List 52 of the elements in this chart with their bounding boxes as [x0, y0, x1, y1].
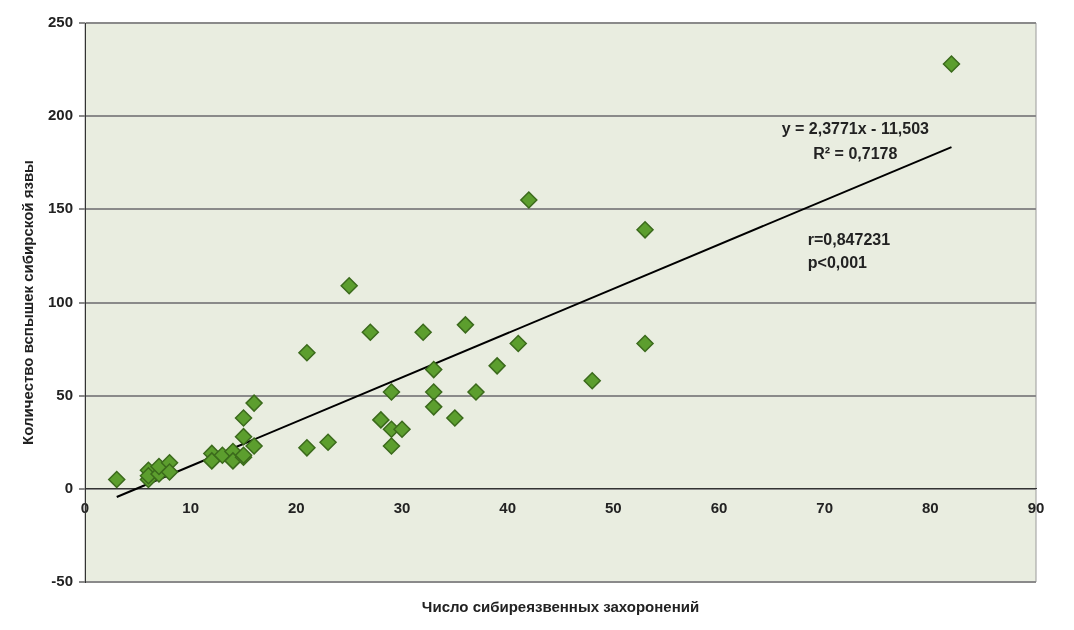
point	[456, 316, 475, 334]
annotation: R² = 0,7178	[813, 144, 898, 162]
point	[382, 383, 401, 401]
point	[446, 409, 464, 427]
x-tick-label: 40	[499, 498, 517, 516]
point	[414, 323, 432, 342]
y-tick-label: 150	[48, 199, 74, 217]
point	[245, 437, 263, 455]
point	[361, 323, 380, 342]
x-tick-label: 80	[921, 498, 939, 516]
x-tick-label: 20	[288, 498, 305, 516]
point	[942, 55, 961, 73]
x-tick-label: 30	[393, 498, 411, 516]
x-tick-label: 60	[710, 498, 728, 516]
point	[298, 439, 316, 457]
y-tick-label: 100	[48, 292, 74, 310]
x-tick-label: 90	[1027, 498, 1045, 516]
y-tick-label: 200	[48, 106, 74, 124]
point	[298, 344, 316, 362]
point	[636, 221, 654, 239]
point	[520, 191, 538, 209]
point	[424, 360, 443, 379]
point	[509, 334, 527, 353]
y-tick-label: 250	[48, 13, 74, 31]
point	[245, 394, 263, 412]
y-tick-label: -50	[51, 572, 74, 590]
point	[340, 276, 358, 295]
x-tick-label: 70	[816, 498, 834, 516]
point	[319, 433, 337, 451]
y-tick-label: 0	[64, 478, 74, 496]
point	[234, 409, 253, 427]
point	[636, 334, 654, 353]
y-axis-title: Количество вспышек сибирской язвы	[19, 160, 37, 445]
x-tick-label: 50	[605, 498, 622, 516]
annotation: y = 2,3771x - 11,503	[781, 119, 930, 137]
point	[467, 383, 485, 401]
point	[372, 411, 390, 429]
point	[160, 463, 179, 481]
point	[393, 420, 411, 438]
point	[424, 383, 443, 401]
y-tick-label: 50	[56, 385, 74, 403]
annotation: p<0,001	[807, 253, 868, 271]
point	[583, 372, 601, 390]
point	[203, 452, 221, 470]
point	[424, 398, 443, 416]
x-axis-title: Число сибиреязвенных захоронений	[421, 598, 700, 616]
point	[107, 470, 126, 489]
point	[488, 357, 506, 375]
point	[234, 427, 253, 446]
x-tick-label: 10	[182, 498, 200, 516]
point	[382, 437, 401, 455]
annotation: r=0,847231	[807, 231, 891, 249]
